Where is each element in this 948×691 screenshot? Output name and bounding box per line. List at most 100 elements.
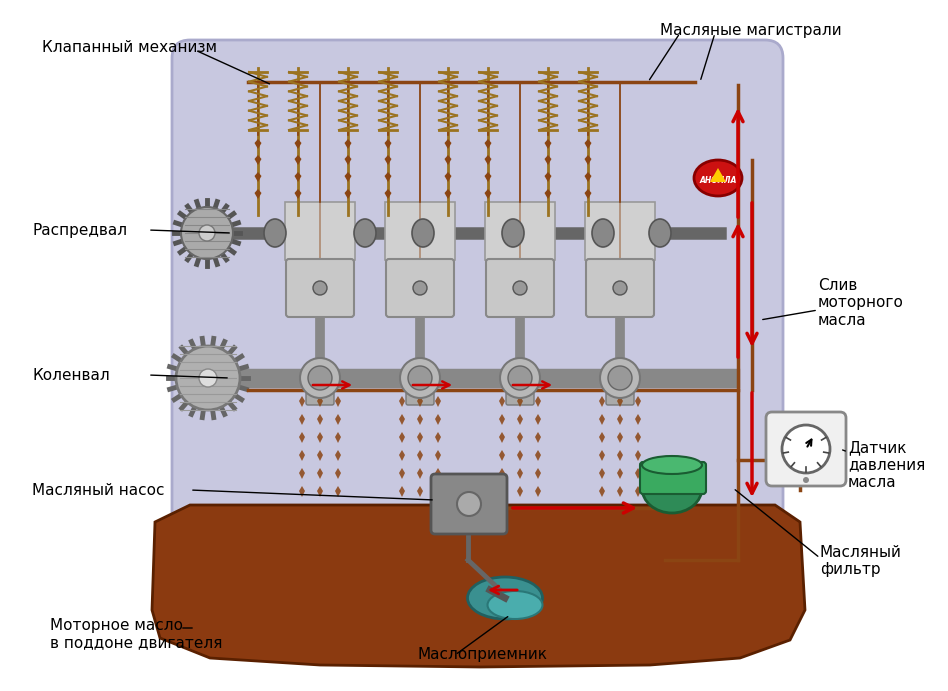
Polygon shape [385,172,392,182]
Polygon shape [517,486,523,497]
Polygon shape [499,468,505,479]
Polygon shape [295,139,301,149]
Text: Масляный
фильтр: Масляный фильтр [820,545,902,578]
Polygon shape [399,486,405,497]
FancyBboxPatch shape [385,202,455,260]
Polygon shape [299,486,305,497]
Polygon shape [445,155,451,165]
Text: АНОЛЛА: АНОЛЛА [700,176,737,184]
Polygon shape [344,189,352,199]
FancyBboxPatch shape [585,202,655,260]
Polygon shape [254,155,262,165]
Polygon shape [317,414,323,425]
Polygon shape [417,486,423,497]
Polygon shape [517,468,523,479]
Polygon shape [535,468,541,479]
Circle shape [608,366,632,390]
Polygon shape [535,450,541,461]
Polygon shape [517,396,523,407]
Polygon shape [445,189,451,199]
Circle shape [300,358,340,398]
Circle shape [308,366,332,390]
Polygon shape [535,432,541,443]
Circle shape [400,358,440,398]
Polygon shape [385,189,392,199]
Polygon shape [617,468,623,479]
Ellipse shape [467,577,542,619]
Polygon shape [317,450,323,461]
Polygon shape [517,450,523,461]
Text: Коленвал: Коленвал [32,368,110,383]
Polygon shape [417,432,423,443]
Polygon shape [617,396,623,407]
Text: Клапанный механизм: Клапанный механизм [42,39,217,55]
Polygon shape [435,450,441,461]
Text: Датчик
давления
масла: Датчик давления масла [848,440,925,490]
Polygon shape [317,432,323,443]
Ellipse shape [642,463,702,513]
Polygon shape [435,396,441,407]
Polygon shape [484,172,491,182]
Polygon shape [344,155,352,165]
Polygon shape [599,432,605,443]
FancyBboxPatch shape [286,259,354,317]
FancyBboxPatch shape [285,202,355,260]
Polygon shape [299,414,305,425]
Polygon shape [499,414,505,425]
Polygon shape [344,172,352,182]
Polygon shape [254,139,262,149]
Ellipse shape [502,219,524,247]
Ellipse shape [412,219,434,247]
Polygon shape [399,396,405,407]
Polygon shape [445,139,451,149]
Polygon shape [295,172,301,182]
Polygon shape [499,450,505,461]
Text: Слив
моторного
масла: Слив моторного масла [818,278,903,328]
Polygon shape [299,396,305,407]
Polygon shape [335,396,341,407]
Circle shape [313,281,327,295]
Polygon shape [710,168,726,182]
Polygon shape [544,139,552,149]
Polygon shape [435,468,441,479]
Circle shape [199,225,215,241]
Polygon shape [484,155,491,165]
Polygon shape [585,139,592,149]
Polygon shape [535,414,541,425]
Polygon shape [544,189,552,199]
Polygon shape [435,486,441,497]
Polygon shape [335,468,341,479]
Circle shape [803,477,809,483]
Polygon shape [399,414,405,425]
Circle shape [782,425,830,473]
Circle shape [513,281,527,295]
Circle shape [457,492,481,516]
FancyBboxPatch shape [766,412,846,486]
Polygon shape [585,189,592,199]
Polygon shape [517,414,523,425]
Polygon shape [417,468,423,479]
Polygon shape [617,432,623,443]
Polygon shape [335,486,341,497]
Polygon shape [299,432,305,443]
Polygon shape [445,172,451,182]
Polygon shape [635,396,641,407]
Polygon shape [417,396,423,407]
Polygon shape [435,414,441,425]
Polygon shape [635,468,641,479]
Ellipse shape [592,219,614,247]
Text: Масляные магистрали: Масляные магистрали [660,23,842,37]
Circle shape [408,366,432,390]
Polygon shape [617,486,623,497]
FancyBboxPatch shape [506,373,534,405]
FancyBboxPatch shape [431,474,507,534]
Polygon shape [152,505,805,667]
Ellipse shape [694,160,742,196]
Polygon shape [435,432,441,443]
Polygon shape [499,432,505,443]
Ellipse shape [354,219,376,247]
Polygon shape [635,414,641,425]
Polygon shape [399,468,405,479]
Polygon shape [517,432,523,443]
Polygon shape [599,450,605,461]
